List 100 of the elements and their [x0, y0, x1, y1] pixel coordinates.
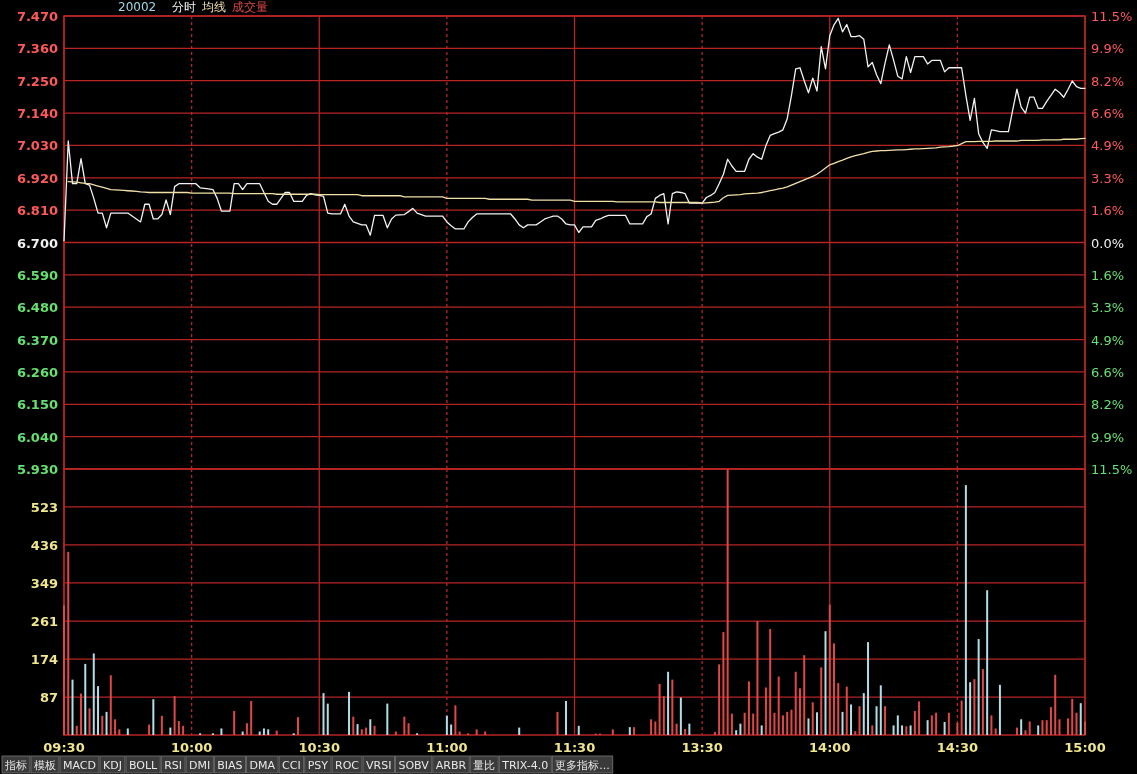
- y-tick-label: 7.470: [16, 9, 58, 24]
- bar: [756, 621, 759, 735]
- bar: [160, 715, 163, 735]
- bar: [352, 716, 355, 735]
- x-tick-label: 11:00: [426, 740, 468, 755]
- bar: [182, 725, 185, 735]
- bar: [84, 663, 87, 735]
- bar: [781, 715, 784, 735]
- bar: [935, 712, 938, 735]
- bar: [892, 725, 895, 735]
- y2-tick-label: 9.9%: [1091, 429, 1125, 445]
- bar: [739, 723, 742, 735]
- y-tick-label: 6.480: [16, 300, 58, 316]
- x-tick-label: 10:00: [170, 740, 213, 755]
- bar: [798, 688, 801, 735]
- bar: [777, 676, 780, 735]
- y2-tick-label: 8.2%: [1091, 397, 1125, 413]
- bar: [811, 702, 814, 735]
- bar: [1071, 698, 1074, 735]
- bar: [250, 700, 253, 735]
- bar: [365, 727, 368, 735]
- bar: [650, 719, 653, 735]
- bar: [994, 728, 997, 735]
- bar: [879, 685, 882, 735]
- bar: [628, 727, 631, 735]
- y-tick-label: 523: [30, 499, 58, 515]
- y2-tick-label: 1.6%: [1091, 203, 1125, 219]
- bar: [407, 723, 410, 735]
- y-tick-label: 6.700: [16, 235, 58, 251]
- bar: [913, 711, 916, 735]
- x-tick-label: 11:30: [553, 740, 596, 755]
- bar: [577, 725, 580, 735]
- bar: [743, 712, 746, 735]
- bar: [67, 551, 70, 735]
- text: 更多指标...: [555, 759, 610, 772]
- y-tick-label: 5.930: [16, 462, 58, 477]
- bar: [790, 709, 793, 735]
- bar: [794, 671, 797, 735]
- bar: [977, 639, 980, 735]
- y2-tick-label: 6.6%: [1091, 105, 1125, 121]
- text: DMA: [249, 759, 276, 772]
- bar: [722, 632, 725, 735]
- bar: [233, 711, 236, 735]
- y2-tick-label: 6.6%: [1091, 365, 1125, 381]
- bar: [1024, 730, 1027, 735]
- text: 模板: [34, 759, 56, 772]
- bar: [348, 691, 351, 735]
- bar: [820, 667, 823, 735]
- bar: [322, 693, 325, 735]
- y-tick-label: 6.040: [16, 429, 58, 445]
- bar: [726, 469, 729, 735]
- text: CCI: [282, 759, 301, 772]
- bar: [403, 716, 406, 735]
- bar: [1037, 725, 1040, 735]
- bar: [71, 679, 74, 735]
- text: PSY: [307, 759, 329, 772]
- x-tick-label: 13:30: [681, 740, 723, 755]
- y2-tick-label: 9.9%: [1091, 41, 1125, 57]
- bar: [88, 708, 91, 735]
- bar: [896, 715, 899, 735]
- bar: [556, 711, 559, 735]
- bar: [662, 696, 665, 735]
- bar: [786, 711, 789, 735]
- bar: [998, 684, 1001, 735]
- bar: [764, 687, 767, 735]
- bar: [105, 711, 108, 735]
- bar: [807, 718, 810, 735]
- x-tick-label: 10:30: [298, 740, 340, 755]
- bar: [92, 653, 95, 735]
- y2-tick-label: 4.9%: [1091, 138, 1125, 154]
- y2-tick-label: 1.6%: [1091, 267, 1125, 283]
- bar: [947, 712, 950, 735]
- y2-tick-label: 0.0%: [1091, 235, 1125, 251]
- bar: [773, 712, 776, 735]
- bar: [747, 681, 750, 735]
- bar: [1079, 703, 1082, 735]
- bar: [854, 731, 857, 735]
- bar: [220, 728, 223, 735]
- bar: [969, 682, 972, 735]
- bar: [871, 725, 874, 735]
- bar: [1020, 719, 1023, 735]
- bar: [445, 715, 448, 735]
- bar: [679, 697, 682, 735]
- bar: [148, 724, 151, 735]
- chart-title: 20002: [118, 0, 157, 14]
- bar: [1041, 720, 1044, 735]
- bar: [296, 717, 299, 735]
- y2-tick-label: 3.3%: [1091, 170, 1125, 186]
- bar: [943, 721, 946, 735]
- bar: [177, 721, 180, 735]
- bar: [1075, 712, 1078, 735]
- y2-tick-label: 8.2%: [1091, 73, 1125, 89]
- text: BIAS: [217, 759, 243, 772]
- bar: [658, 683, 661, 735]
- x-tick-label: 14:30: [936, 740, 979, 755]
- text: 成交量: [232, 0, 269, 14]
- bar: [862, 693, 865, 735]
- bar: [769, 629, 772, 735]
- y-tick-label: 6.590: [16, 267, 58, 283]
- text: ROC: [335, 759, 360, 772]
